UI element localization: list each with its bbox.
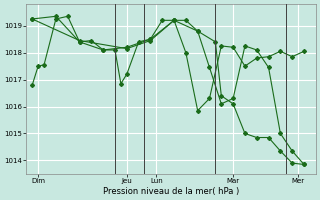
X-axis label: Pression niveau de la mer( hPa ): Pression niveau de la mer( hPa ) (103, 187, 239, 196)
